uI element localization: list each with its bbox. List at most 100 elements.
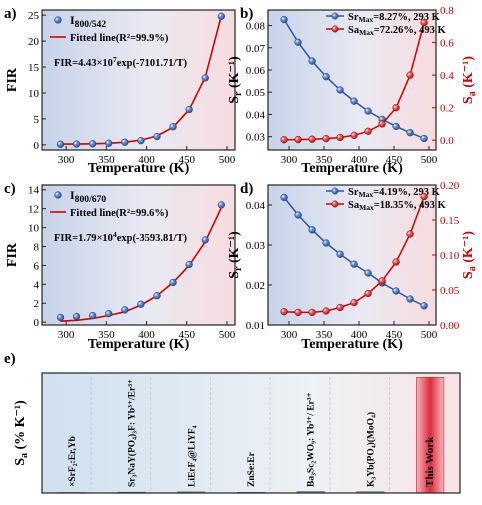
y-tick-label: 14	[28, 185, 40, 197]
x-tick-label: 300	[58, 329, 75, 341]
sa-point	[309, 136, 316, 143]
category-label: ZnSe:Er	[247, 451, 257, 487]
category-label: ×SrF₂:Er,Yb	[68, 436, 78, 487]
x-tick-label: 300	[281, 329, 298, 341]
sa-point	[351, 132, 358, 139]
sa-point	[393, 104, 400, 111]
y-tick-label: 25	[28, 10, 40, 22]
data-point	[202, 236, 209, 243]
sa-point	[323, 135, 330, 142]
panel-label: e)	[4, 351, 16, 367]
category-label: Ba₃Sc₂WO₉: Yb³⁺/ Er³⁺	[307, 392, 317, 487]
data-point	[186, 261, 193, 268]
category-label: This Work	[424, 436, 436, 487]
sa-point	[393, 259, 400, 266]
panel-label: c)	[4, 181, 16, 197]
y-right-tick-label: 0.05	[440, 285, 460, 297]
y-tick-label: 0.08	[246, 21, 266, 33]
y-right-tick-label: 0.15	[440, 215, 460, 227]
sr-point	[281, 16, 288, 23]
sa-point	[281, 136, 288, 143]
data-point	[57, 314, 64, 321]
data-point	[73, 141, 80, 148]
sr-point	[421, 135, 428, 142]
y-tick-label: 0	[34, 140, 40, 152]
fit-equation-main: FIR=1.79×10	[54, 233, 113, 244]
x-axis-label: Temperature (K)	[88, 337, 190, 352]
y-tick-label: 10	[28, 223, 40, 235]
sr-point	[323, 73, 330, 80]
legend-label-sub: Max	[359, 190, 374, 199]
legend-label-points-sub: 800/542	[75, 19, 107, 30]
y-axis-label-main: S	[13, 458, 28, 466]
y-tick-label: 2	[34, 298, 40, 310]
legend-label-fit: Fitted line(R²=99.6%)	[70, 208, 169, 219]
data-point	[105, 310, 112, 317]
data-point	[57, 141, 64, 148]
y-tick-label: 0.01	[246, 320, 265, 332]
sr-point	[295, 212, 302, 219]
y-tick-label: 5	[34, 114, 40, 126]
y-tick-label: 0.05	[246, 87, 266, 99]
fit-equation: FIR=1.79×104exp(-3593.81/T)	[54, 230, 187, 244]
x-tick-label: 300	[58, 154, 75, 166]
y-tick-label: 4	[34, 279, 40, 291]
legend-marker-points	[55, 192, 62, 199]
legend-label-fit: Fitted line(R²=99.9%)	[70, 33, 169, 44]
y-tick-label: 8	[34, 241, 40, 253]
sr-point	[393, 123, 400, 130]
y-axis-label: Sr (K⁻¹)	[227, 231, 244, 279]
sr-point	[309, 226, 316, 233]
y-right-axis-label-main: S	[461, 271, 476, 279]
y-axis-label: FIR	[5, 67, 20, 92]
y-right-tick-label: 0.0	[440, 135, 454, 147]
legend-label-sub: Max	[359, 28, 374, 37]
sr-point	[323, 240, 330, 247]
y-right-axis-label: Sa (K⁻¹)	[461, 231, 478, 279]
fit-equation-rest: exp(-3593.81/T)	[117, 233, 188, 244]
x-axis-label: Temperature (K)	[301, 161, 403, 176]
legend-marker	[332, 13, 338, 19]
legend-marker	[332, 201, 338, 207]
data-point	[121, 139, 128, 146]
legend-marker	[332, 188, 338, 194]
fit-equation-main: FIR=4.43×10	[54, 58, 113, 69]
y-axis-label-main: S	[227, 271, 242, 279]
y-tick-label: 0.04	[246, 200, 266, 212]
sr-point	[365, 270, 372, 277]
y-axis-label-unit: (K⁻¹)	[227, 56, 242, 92]
data-point	[121, 306, 128, 313]
y-tick-label: 20	[28, 36, 40, 48]
x-tick-label: 500	[219, 154, 236, 166]
sa-point	[421, 193, 428, 200]
sr-point	[337, 251, 344, 258]
legend-label-sub: Max	[359, 203, 374, 212]
sa-point	[351, 299, 358, 306]
y-right-tick-label: 0.4	[440, 70, 454, 82]
y-axis-label: Sa (% K⁻¹)	[13, 400, 30, 466]
legend-label-sub: Max	[359, 15, 374, 24]
sa-point	[365, 128, 372, 135]
x-tick-label: 500	[421, 154, 438, 166]
data-point	[89, 312, 96, 319]
sa-point	[365, 290, 372, 297]
fit-equation: FIR=4.43×107exp(-7101.71/T)	[54, 55, 187, 69]
y-right-tick-label: 0.6	[440, 38, 454, 50]
legend-label-main: Sa	[348, 200, 360, 211]
x-tick-label: 300	[281, 154, 298, 166]
sr-point	[421, 302, 428, 309]
y-axis-label: Sr (K⁻¹)	[227, 56, 244, 104]
sr-point	[351, 261, 358, 268]
y-tick-label: 6	[34, 260, 40, 272]
data-point	[170, 123, 177, 130]
y-right-axis-label: Sa (K⁻¹)	[461, 56, 478, 104]
data-point	[218, 201, 225, 208]
legend-label-rest: =4.19%, 293 K	[373, 187, 440, 198]
data-point	[202, 75, 209, 82]
sa-point	[337, 134, 344, 141]
y-tick-label: 0.07	[246, 43, 266, 55]
data-point	[218, 13, 225, 20]
legend-label-main: Sr	[348, 12, 359, 23]
